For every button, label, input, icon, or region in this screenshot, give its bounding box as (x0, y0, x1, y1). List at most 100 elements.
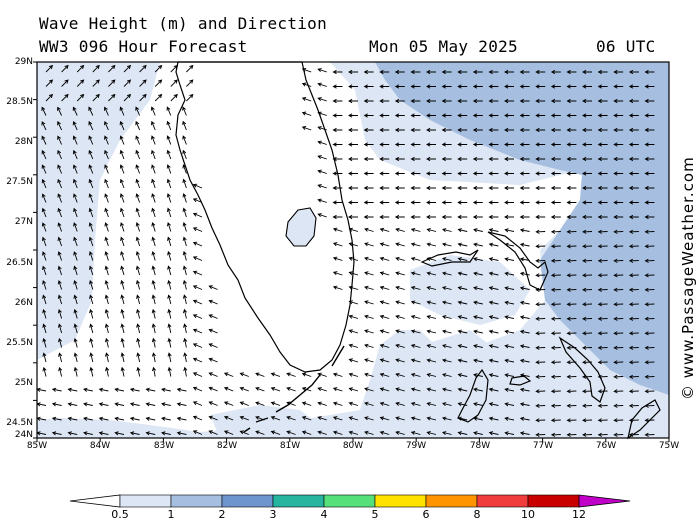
wave-direction-arrow (379, 271, 390, 276)
wave-direction-arrow (566, 360, 577, 365)
wave-direction-arrow (644, 98, 655, 104)
wave-direction-arrow (364, 256, 374, 261)
wave-direction-arrow (426, 271, 437, 276)
wave-direction-arrow (332, 256, 343, 261)
wave-direction-arrow (332, 214, 343, 220)
wave-direction-arrow (628, 69, 639, 75)
wave-direction-arrow (394, 171, 405, 176)
wave-direction-arrow (519, 387, 530, 392)
wave-direction-arrow (332, 285, 343, 290)
wave-direction-arrow (136, 366, 141, 377)
wave-direction-arrow (239, 401, 249, 406)
wave-direction-arrow (379, 372, 390, 377)
wave-direction-arrow (473, 271, 483, 276)
wave-direction-arrow (597, 98, 608, 104)
wave-direction-arrow (582, 69, 592, 75)
wave-direction-arrow (379, 401, 390, 406)
colorbar-bin-0 (119, 494, 172, 508)
wave-direction-arrow (550, 229, 561, 234)
wave-direction-arrow (441, 402, 452, 407)
wave-direction-arrow (139, 79, 147, 87)
wave-direction-arrow (441, 315, 452, 320)
wave-direction-arrow (88, 265, 94, 276)
wave-direction-arrow (41, 164, 47, 174)
wave-direction-arrow (301, 387, 312, 392)
wave-direction-arrow (488, 329, 499, 334)
wave-direction-arrow (644, 185, 655, 191)
wave-direction-arrow (535, 142, 546, 147)
wave-direction-arrow (550, 127, 561, 133)
wave-direction-arrow (167, 265, 172, 276)
wave-direction-arrow (441, 142, 452, 147)
wave-direction-arrow (379, 171, 390, 176)
wave-direction-arrow (363, 185, 374, 191)
colorbar-bin-3 (272, 494, 325, 508)
wave-direction-arrow (317, 169, 327, 174)
wave-direction-arrow (519, 344, 530, 349)
wave-direction-arrow (582, 127, 592, 133)
wave-direction-arrow (41, 207, 47, 218)
wave-direction-arrow (457, 228, 468, 233)
wave-direction-arrow (644, 389, 655, 394)
lon-label-81w: 81W (279, 441, 301, 451)
wave-patch-bahamas (410, 255, 530, 325)
colorbar-label-2: 2 (218, 508, 226, 521)
wave-direction-arrow (504, 98, 514, 104)
wave-direction-arrow (519, 113, 530, 118)
wave-direction-arrow (76, 93, 85, 102)
wave-direction-arrow (379, 256, 390, 261)
wave-direction-arrow (154, 79, 163, 87)
wave-direction-arrow (317, 126, 327, 131)
wave-direction-arrow (270, 430, 281, 435)
wave-direction-arrow (317, 401, 327, 406)
wave-direction-arrow (410, 98, 421, 104)
wave-direction-arrow (167, 366, 172, 377)
wave-direction-arrow (519, 271, 530, 276)
wave-direction-arrow (136, 323, 141, 334)
wave-direction-arrow (208, 328, 218, 334)
wave-direction-arrow (348, 285, 359, 290)
wave-direction-arrow (488, 228, 499, 233)
wave-direction-arrow (51, 431, 62, 436)
wave-direction-arrow (550, 389, 561, 394)
wave-direction-arrow (41, 193, 47, 203)
wave-direction-arrows (36, 64, 655, 437)
wave-direction-arrow (457, 315, 468, 320)
wave-direction-arrow (123, 79, 132, 87)
wave-direction-arrow (41, 135, 47, 145)
wave-direction-arrow (379, 242, 390, 247)
wave-direction-arrow (644, 360, 655, 365)
wave-direction-arrow (519, 185, 530, 191)
wave-direction-arrow (426, 214, 436, 220)
wave-direction-arrow (535, 229, 546, 234)
wave-direction-arrow (519, 228, 530, 233)
wave-direction-arrow (317, 198, 327, 203)
wave-direction-arrow (550, 432, 561, 437)
wave-direction-arrow (535, 360, 546, 365)
wave-direction-arrow (192, 386, 203, 392)
wave-direction-arrow (151, 222, 156, 232)
wave-direction-arrow (550, 374, 561, 379)
wave-direction-arrow (426, 416, 437, 421)
wave-direction-arrow (139, 93, 147, 102)
wave-direction-arrow (519, 200, 530, 205)
wave-direction-arrow (504, 214, 514, 220)
wave-direction-arrow (410, 142, 421, 147)
wave-direction-arrow (182, 164, 187, 174)
wave-direction-arrow (488, 84, 499, 89)
wave-direction-arrow (270, 386, 281, 392)
wave-direction-arrow (597, 171, 608, 176)
wave-direction-arrow (105, 366, 110, 377)
wave-direction-arrow (426, 329, 437, 334)
wave-direction-arrow (535, 127, 546, 133)
wave-direction-arrow (519, 402, 530, 407)
lon-label-79w: 79W (405, 441, 427, 451)
wave-direction-arrow (135, 178, 141, 189)
wave-direction-arrow (488, 271, 499, 276)
wave-direction-arrow (457, 171, 468, 176)
wave-direction-arrow (519, 214, 530, 220)
wave-direction-arrow (83, 416, 93, 421)
wave-direction-arrow (58, 337, 63, 348)
wave-direction-arrow (379, 227, 390, 232)
wave-direction-arrow (410, 285, 421, 290)
